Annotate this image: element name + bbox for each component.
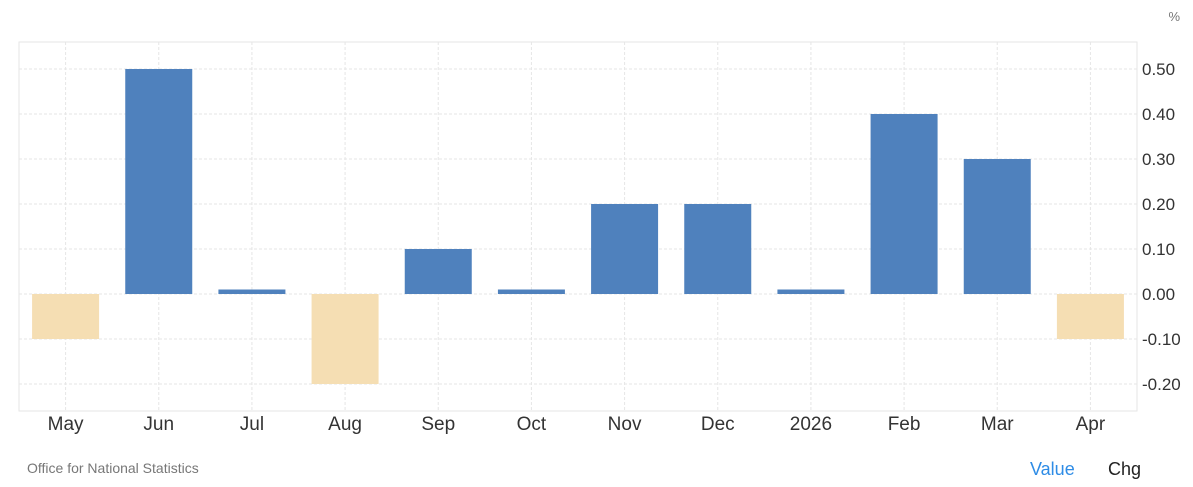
x-tick-label: May [48, 414, 84, 435]
x-tick-label: Aug [328, 414, 362, 435]
bar-2026[interactable] [777, 289, 845, 295]
x-tick-label: Oct [517, 414, 547, 435]
unit-label: % [1168, 9, 1180, 24]
y-tick-label: -0.20 [1142, 375, 1181, 394]
value-toggle[interactable]: Value [1030, 459, 1075, 479]
x-tick-label: Jun [143, 414, 174, 435]
x-tick-label: Jul [240, 414, 264, 435]
bar-may[interactable] [32, 294, 100, 339]
bar-feb[interactable] [870, 114, 938, 294]
bar-oct[interactable] [497, 289, 565, 295]
bar-jun[interactable] [125, 69, 193, 294]
x-tick-label: Feb [888, 414, 921, 435]
y-tick-label: 0.10 [1142, 240, 1175, 259]
bar-apr[interactable] [1056, 294, 1124, 339]
y-tick-label: -0.10 [1142, 330, 1181, 349]
bar-dec[interactable] [684, 204, 752, 294]
y-tick-label: 0.50 [1142, 60, 1175, 79]
source-label: Office for National Statistics [27, 460, 199, 476]
y-tick-label: 0.20 [1142, 195, 1175, 214]
bar-aug[interactable] [311, 294, 379, 384]
y-tick-label: 0.00 [1142, 285, 1175, 304]
x-tick-label: Sep [421, 414, 455, 435]
x-tick-label: Mar [981, 414, 1014, 435]
plot-area [18, 41, 1138, 412]
x-tick-label: Nov [608, 414, 642, 435]
y-tick-label: 0.40 [1142, 105, 1175, 124]
x-tick-label: 2026 [790, 414, 832, 435]
bar-sep[interactable] [404, 249, 472, 294]
x-tick-label: Apr [1076, 414, 1106, 435]
chg-toggle[interactable]: Chg [1108, 459, 1142, 479]
x-tick-label: Dec [701, 414, 735, 435]
bar-nov[interactable] [591, 204, 659, 294]
y-tick-label: 0.30 [1142, 150, 1175, 169]
bar-jul[interactable] [218, 289, 286, 295]
bar-mar[interactable] [963, 159, 1031, 294]
